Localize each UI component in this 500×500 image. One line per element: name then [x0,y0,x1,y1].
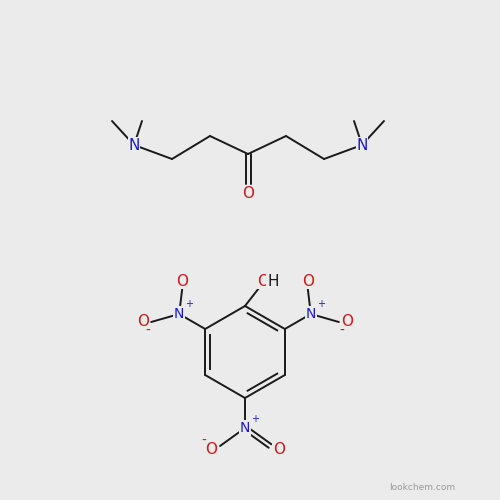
Text: O: O [137,314,149,330]
Text: -: - [146,324,150,338]
Text: O: O [302,274,314,288]
Text: O: O [273,442,285,456]
Text: N: N [174,307,184,321]
Text: O: O [257,274,269,288]
Text: O: O [341,314,353,330]
Text: N: N [306,307,316,321]
Text: +: + [317,299,325,309]
Text: O: O [176,274,188,288]
Text: N: N [128,138,140,152]
Text: -: - [202,434,206,448]
Text: -: - [340,324,344,338]
Text: O: O [242,186,254,200]
Text: O: O [205,442,217,456]
Text: +: + [185,299,193,309]
Text: N: N [240,421,250,435]
Text: +: + [251,414,259,424]
Text: N: N [356,138,368,152]
Text: H: H [267,274,279,288]
Text: lookchem.com: lookchem.com [389,483,455,492]
